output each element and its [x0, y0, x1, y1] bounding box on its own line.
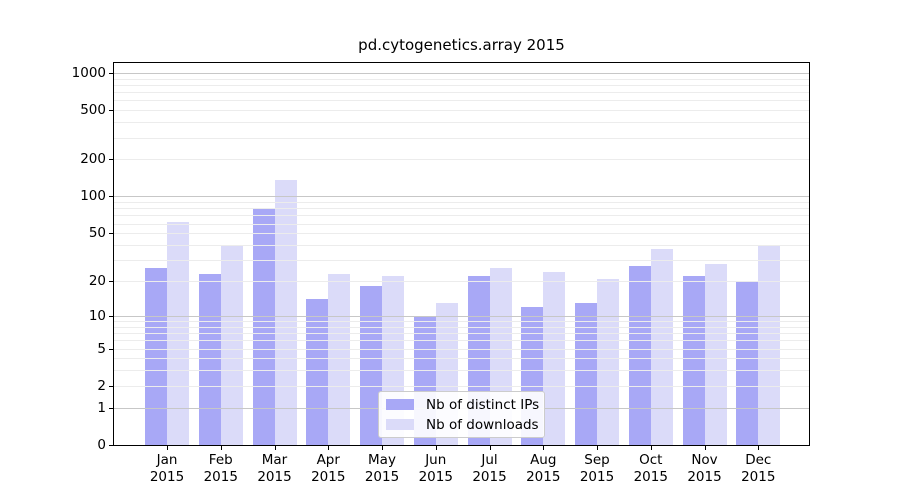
y-tick-mark — [109, 196, 113, 198]
y-tick-label: 200 — [80, 151, 106, 168]
bar-downloads-dec — [758, 245, 781, 445]
bar-distinct-ips-dec — [736, 281, 759, 445]
y-tick-label: 1000 — [71, 64, 106, 81]
y-tick-label: 20 — [88, 273, 106, 290]
x-tick-mark — [274, 446, 276, 450]
y-tick-label: 500 — [80, 102, 106, 119]
gridline-minor — [113, 84, 810, 86]
legend-label-distinct-ips: Nb of distinct IPs — [426, 396, 540, 413]
gridline-minor — [113, 215, 810, 217]
y-tick-label: 2 — [97, 377, 106, 394]
gridline-minor — [113, 260, 810, 262]
gridline-minor — [113, 92, 810, 94]
y-tick-mark — [109, 159, 113, 161]
x-tick-mark — [704, 446, 706, 450]
legend: Nb of distinct IPs Nb of downloads — [378, 391, 545, 438]
gridline-minor — [113, 340, 810, 342]
bar-downloads-oct — [650, 249, 673, 445]
legend-item-downloads: Nb of downloads — [386, 416, 539, 433]
gridline-minor — [113, 348, 810, 350]
gridline-minor — [113, 100, 810, 102]
bar-downloads-mar — [274, 180, 297, 445]
x-tick-mark — [220, 446, 222, 450]
y-tick-label: 1 — [97, 399, 106, 416]
gridline-minor — [113, 321, 810, 322]
x-tick-label: Oct 2015 — [633, 452, 668, 485]
gridline-minor — [113, 385, 810, 387]
x-tick-mark — [543, 446, 545, 450]
y-tick-mark — [109, 281, 113, 283]
bar-distinct-ips-may — [360, 286, 382, 445]
x-tick-label: Nov 2015 — [687, 452, 722, 485]
gridline-minor — [113, 122, 810, 124]
x-tick-label: Apr 2015 — [311, 452, 346, 485]
gridline-major — [113, 196, 810, 198]
gridline-major — [113, 72, 810, 74]
legend-label-downloads: Nb of downloads — [426, 416, 539, 433]
gridline-minor — [113, 281, 810, 283]
bar-distinct-ips-feb — [198, 273, 221, 445]
y-tick-mark — [109, 385, 113, 387]
bar-distinct-ips-oct — [628, 265, 651, 445]
gridline-minor — [113, 370, 810, 372]
gridline-major — [113, 315, 810, 317]
y-tick-mark — [109, 315, 113, 317]
x-tick-mark — [650, 446, 652, 450]
x-tick-mark — [489, 446, 491, 450]
x-tick-label: Dec 2015 — [741, 452, 776, 485]
x-tick-label: May 2015 — [364, 452, 400, 485]
bar-distinct-ips-sep — [575, 302, 597, 445]
gridline-minor — [113, 78, 810, 80]
x-tick-label: Aug 2015 — [526, 452, 561, 485]
gridline-minor — [113, 137, 810, 139]
gridline-minor — [113, 233, 810, 235]
y-tick-mark — [109, 445, 113, 446]
bar-downloads-nov — [704, 263, 727, 445]
x-tick-mark — [382, 446, 383, 450]
x-tick-label: Mar 2015 — [257, 452, 292, 485]
bar-downloads-sep — [597, 278, 619, 445]
bar-distinct-ips-jan — [145, 267, 167, 445]
y-tick-mark — [109, 72, 113, 74]
chart-title: pd.cytogenetics.array 2015 — [358, 36, 565, 54]
gridline-minor — [113, 358, 810, 360]
bar-downloads-feb — [220, 246, 243, 445]
y-tick-mark — [109, 233, 113, 235]
bar-distinct-ips-mar — [252, 208, 275, 445]
gridline-minor — [113, 202, 810, 204]
gridline-minor — [113, 326, 810, 328]
y-tick-label: 10 — [88, 307, 106, 324]
y-tick-label: 0 — [97, 437, 106, 453]
y-tick-label: 100 — [80, 188, 106, 205]
gridline-minor — [113, 223, 810, 225]
gridline-minor — [113, 159, 810, 161]
x-tick-mark — [435, 446, 437, 450]
y-tick-label: 5 — [97, 340, 106, 357]
x-tick-mark — [597, 446, 598, 450]
x-tick-label: Jun 2015 — [418, 452, 453, 485]
x-tick-label: Feb 2015 — [203, 452, 238, 485]
legend-swatch-distinct-ips — [386, 399, 414, 410]
x-tick-mark — [328, 446, 330, 450]
y-tick-mark — [109, 407, 113, 409]
y-tick-mark — [109, 348, 113, 350]
legend-swatch-downloads — [386, 419, 414, 430]
bar-downloads-apr — [328, 273, 351, 445]
legend-item-distinct-ips: Nb of distinct IPs — [386, 396, 540, 413]
x-tick-label: Sep 2015 — [579, 452, 615, 485]
x-tick-mark — [758, 446, 760, 450]
y-tick-label: 50 — [88, 225, 106, 242]
x-tick-label: Jul 2015 — [472, 452, 507, 485]
x-tick-mark — [167, 446, 168, 450]
gridline-minor — [113, 208, 810, 210]
x-tick-label: Jan 2015 — [149, 452, 185, 485]
bar-distinct-ips-nov — [682, 276, 705, 445]
gridline-minor — [113, 245, 810, 246]
gridline-minor — [113, 110, 810, 112]
gridline-minor — [113, 333, 810, 335]
y-tick-mark — [109, 110, 113, 112]
